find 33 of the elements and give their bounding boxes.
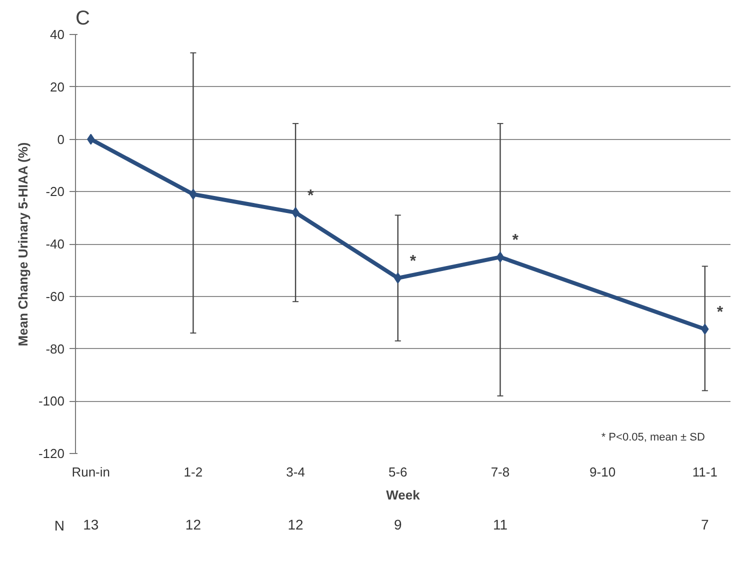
text: 12 <box>185 516 202 532</box>
y-tick-label: 20 <box>50 79 65 94</box>
x-tick-label: 5-6 <box>388 464 408 480</box>
point <box>189 188 198 200</box>
y-tick-label: 0 <box>57 132 65 147</box>
x-tick-label: 9-10 <box>590 464 616 480</box>
y-tick-label: -20 <box>46 184 65 200</box>
text: N <box>54 518 65 534</box>
text: 7 <box>701 516 710 532</box>
x-tick-label: 7-8 <box>490 464 510 480</box>
x-tick-label: Run-in <box>72 464 110 480</box>
point <box>496 252 504 263</box>
y-tick-label: -40 <box>46 236 65 252</box>
annotation: * P<0.05, mean ± SD <box>601 432 705 444</box>
annotation: * <box>512 232 520 250</box>
x-tick-label: 11-1 <box>692 464 718 480</box>
y-tick-label: -100 <box>38 394 65 409</box>
y-tick-label: -60 <box>46 288 65 304</box>
text: 12 <box>288 516 304 532</box>
y-tick-label: -80 <box>46 341 65 356</box>
text: 9 <box>394 516 402 532</box>
text: 13 <box>83 516 99 532</box>
x-tick-label: 3-4 <box>286 464 305 480</box>
y-tick-label: 40 <box>50 27 65 42</box>
x-axis-title: Week <box>386 488 421 502</box>
annotation: * <box>308 188 315 205</box>
chart-title: C <box>76 8 90 30</box>
annotation: * <box>716 304 724 322</box>
annotation: * <box>410 253 417 270</box>
y-axis-title: Mean Change Urinary 5-HIAA (%) <box>15 142 30 346</box>
y-tick-label: -120 <box>38 446 65 461</box>
x-tick-label: 1-2 <box>184 464 203 480</box>
text: 11 <box>492 516 508 532</box>
